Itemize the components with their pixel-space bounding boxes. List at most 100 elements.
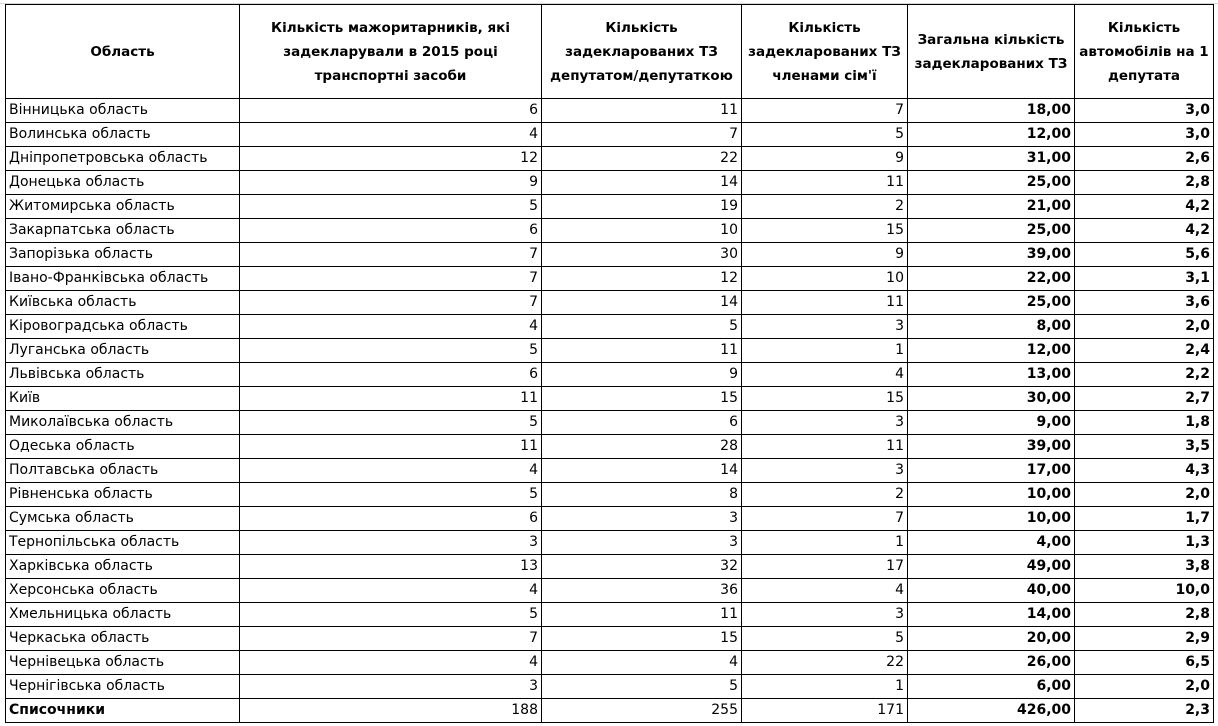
value-cell[interactable]: 11	[541, 602, 742, 627]
value-cell[interactable]: 2,8	[1074, 170, 1214, 195]
value-cell[interactable]: 4,3	[1074, 458, 1214, 483]
value-cell[interactable]: 11	[541, 338, 742, 363]
value-cell[interactable]: 255	[541, 698, 742, 723]
region-cell[interactable]: Київ	[5, 386, 240, 411]
value-cell[interactable]: 25,00	[907, 218, 1075, 243]
value-cell[interactable]: 6	[239, 218, 542, 243]
value-cell[interactable]: 4,00	[907, 530, 1075, 555]
region-cell[interactable]: Львівська область	[5, 362, 240, 387]
value-cell[interactable]: 10	[541, 218, 742, 243]
value-cell[interactable]: 18,00	[907, 98, 1075, 123]
value-cell[interactable]: 2,0	[1074, 674, 1214, 699]
value-cell[interactable]: 8	[541, 482, 742, 507]
value-cell[interactable]: 1	[741, 674, 908, 699]
value-cell[interactable]: 11	[541, 98, 742, 123]
value-cell[interactable]: 9	[541, 362, 742, 387]
value-cell[interactable]: 11	[741, 290, 908, 315]
value-cell[interactable]: 30,00	[907, 386, 1075, 411]
region-cell[interactable]: Тернопільська область	[5, 530, 240, 555]
value-cell[interactable]: 21,00	[907, 194, 1075, 219]
value-cell[interactable]: 5	[541, 674, 742, 699]
value-cell[interactable]: 2,4	[1074, 338, 1214, 363]
value-cell[interactable]: 2	[741, 482, 908, 507]
value-cell[interactable]: 2,0	[1074, 314, 1214, 339]
value-cell[interactable]: 26,00	[907, 650, 1075, 675]
value-cell[interactable]: 10,0	[1074, 578, 1214, 603]
value-cell[interactable]: 15	[741, 218, 908, 243]
column-header[interactable]: Кількість мажоритарників, які задекларув…	[239, 4, 542, 99]
value-cell[interactable]: 1,8	[1074, 410, 1214, 435]
value-cell[interactable]: 3	[741, 458, 908, 483]
value-cell[interactable]: 3,5	[1074, 434, 1214, 459]
value-cell[interactable]: 2,8	[1074, 602, 1214, 627]
value-cell[interactable]: 22,00	[907, 266, 1075, 291]
value-cell[interactable]: 3	[741, 314, 908, 339]
region-cell[interactable]: Рівненська область	[5, 482, 240, 507]
region-cell[interactable]: Миколаївська область	[5, 410, 240, 435]
value-cell[interactable]: 25,00	[907, 290, 1075, 315]
value-cell[interactable]: 7	[239, 290, 542, 315]
value-cell[interactable]: 5	[239, 338, 542, 363]
value-cell[interactable]: 20,00	[907, 626, 1075, 651]
value-cell[interactable]: 7	[239, 266, 542, 291]
value-cell[interactable]: 2,7	[1074, 386, 1214, 411]
value-cell[interactable]: 15	[541, 386, 742, 411]
value-cell[interactable]: 12,00	[907, 338, 1075, 363]
value-cell[interactable]: 15	[541, 626, 742, 651]
value-cell[interactable]: 6	[239, 98, 542, 123]
value-cell[interactable]: 5	[741, 122, 908, 147]
value-cell[interactable]: 25,00	[907, 170, 1075, 195]
value-cell[interactable]: 12	[541, 266, 742, 291]
value-cell[interactable]: 28	[541, 434, 742, 459]
region-cell[interactable]: Донецька область	[5, 170, 240, 195]
column-header[interactable]: Кількість задекларованих ТЗ членами сім'…	[741, 4, 908, 99]
value-cell[interactable]: 31,00	[907, 146, 1075, 171]
region-cell[interactable]: Київська область	[5, 290, 240, 315]
value-cell[interactable]: 12,00	[907, 122, 1075, 147]
value-cell[interactable]: 4	[239, 122, 542, 147]
value-cell[interactable]: 3	[741, 602, 908, 627]
value-cell[interactable]: 14	[541, 290, 742, 315]
value-cell[interactable]: 188	[239, 698, 542, 723]
region-cell[interactable]: Одеська область	[5, 434, 240, 459]
value-cell[interactable]: 3,0	[1074, 98, 1214, 123]
value-cell[interactable]: 6,5	[1074, 650, 1214, 675]
value-cell[interactable]: 9	[741, 146, 908, 171]
value-cell[interactable]: 39,00	[907, 242, 1075, 267]
value-cell[interactable]: 4	[741, 578, 908, 603]
value-cell[interactable]: 22	[541, 146, 742, 171]
region-cell[interactable]: Чернігівська область	[5, 674, 240, 699]
value-cell[interactable]: 6,00	[907, 674, 1075, 699]
value-cell[interactable]: 15	[741, 386, 908, 411]
value-cell[interactable]: 11	[239, 434, 542, 459]
value-cell[interactable]: 10,00	[907, 506, 1075, 531]
value-cell[interactable]: 11	[741, 434, 908, 459]
value-cell[interactable]: 5	[541, 314, 742, 339]
column-header[interactable]: Область	[5, 4, 240, 99]
region-cell[interactable]: Вінницька область	[5, 98, 240, 123]
value-cell[interactable]: 6	[239, 362, 542, 387]
column-header[interactable]: Кількість задекларованих ТЗ депутатом/де…	[541, 4, 742, 99]
region-cell[interactable]: Закарпатська область	[5, 218, 240, 243]
value-cell[interactable]: 22	[741, 650, 908, 675]
value-cell[interactable]: 3	[741, 410, 908, 435]
value-cell[interactable]: 7	[239, 626, 542, 651]
value-cell[interactable]: 11	[741, 170, 908, 195]
value-cell[interactable]: 8,00	[907, 314, 1075, 339]
value-cell[interactable]: 4	[239, 314, 542, 339]
value-cell[interactable]: 19	[541, 194, 742, 219]
value-cell[interactable]: 2,6	[1074, 146, 1214, 171]
region-cell[interactable]: Чернівецька область	[5, 650, 240, 675]
value-cell[interactable]: 426,00	[907, 698, 1075, 723]
value-cell[interactable]: 5	[239, 194, 542, 219]
value-cell[interactable]: 1	[741, 338, 908, 363]
value-cell[interactable]: 1	[741, 530, 908, 555]
value-cell[interactable]: 4,2	[1074, 218, 1214, 243]
value-cell[interactable]: 3	[239, 530, 542, 555]
value-cell[interactable]: 4	[541, 650, 742, 675]
value-cell[interactable]: 14,00	[907, 602, 1075, 627]
value-cell[interactable]: 7	[741, 98, 908, 123]
value-cell[interactable]: 3,6	[1074, 290, 1214, 315]
region-cell[interactable]: Харківська область	[5, 554, 240, 579]
value-cell[interactable]: 3	[541, 506, 742, 531]
